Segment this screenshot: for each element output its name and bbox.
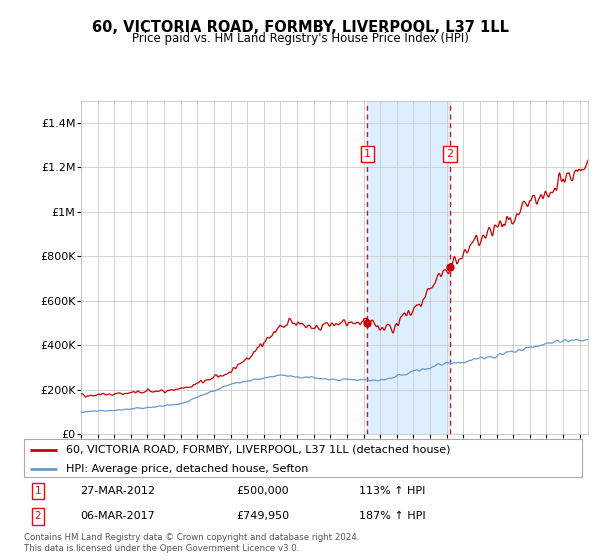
Text: £749,950: £749,950 <box>236 511 289 521</box>
Text: 2: 2 <box>446 149 453 159</box>
Text: £500,000: £500,000 <box>236 486 289 496</box>
Text: Price paid vs. HM Land Registry's House Price Index (HPI): Price paid vs. HM Land Registry's House … <box>131 32 469 45</box>
Text: 187% ↑ HPI: 187% ↑ HPI <box>359 511 425 521</box>
Text: 27-MAR-2012: 27-MAR-2012 <box>80 486 155 496</box>
Text: 1: 1 <box>364 149 371 159</box>
Text: 60, VICTORIA ROAD, FORMBY, LIVERPOOL, L37 1LL: 60, VICTORIA ROAD, FORMBY, LIVERPOOL, L3… <box>91 20 509 35</box>
Text: 06-MAR-2017: 06-MAR-2017 <box>80 511 155 521</box>
Bar <box>367 101 449 434</box>
Text: 1: 1 <box>35 486 41 496</box>
Text: 60, VICTORIA ROAD, FORMBY, LIVERPOOL, L37 1LL (detached house): 60, VICTORIA ROAD, FORMBY, LIVERPOOL, L3… <box>66 445 451 455</box>
Text: 113% ↑ HPI: 113% ↑ HPI <box>359 486 425 496</box>
Text: HPI: Average price, detached house, Sefton: HPI: Average price, detached house, Seft… <box>66 464 308 474</box>
Text: Contains HM Land Registry data © Crown copyright and database right 2024.
This d: Contains HM Land Registry data © Crown c… <box>24 533 359 553</box>
Text: 2: 2 <box>35 511 41 521</box>
